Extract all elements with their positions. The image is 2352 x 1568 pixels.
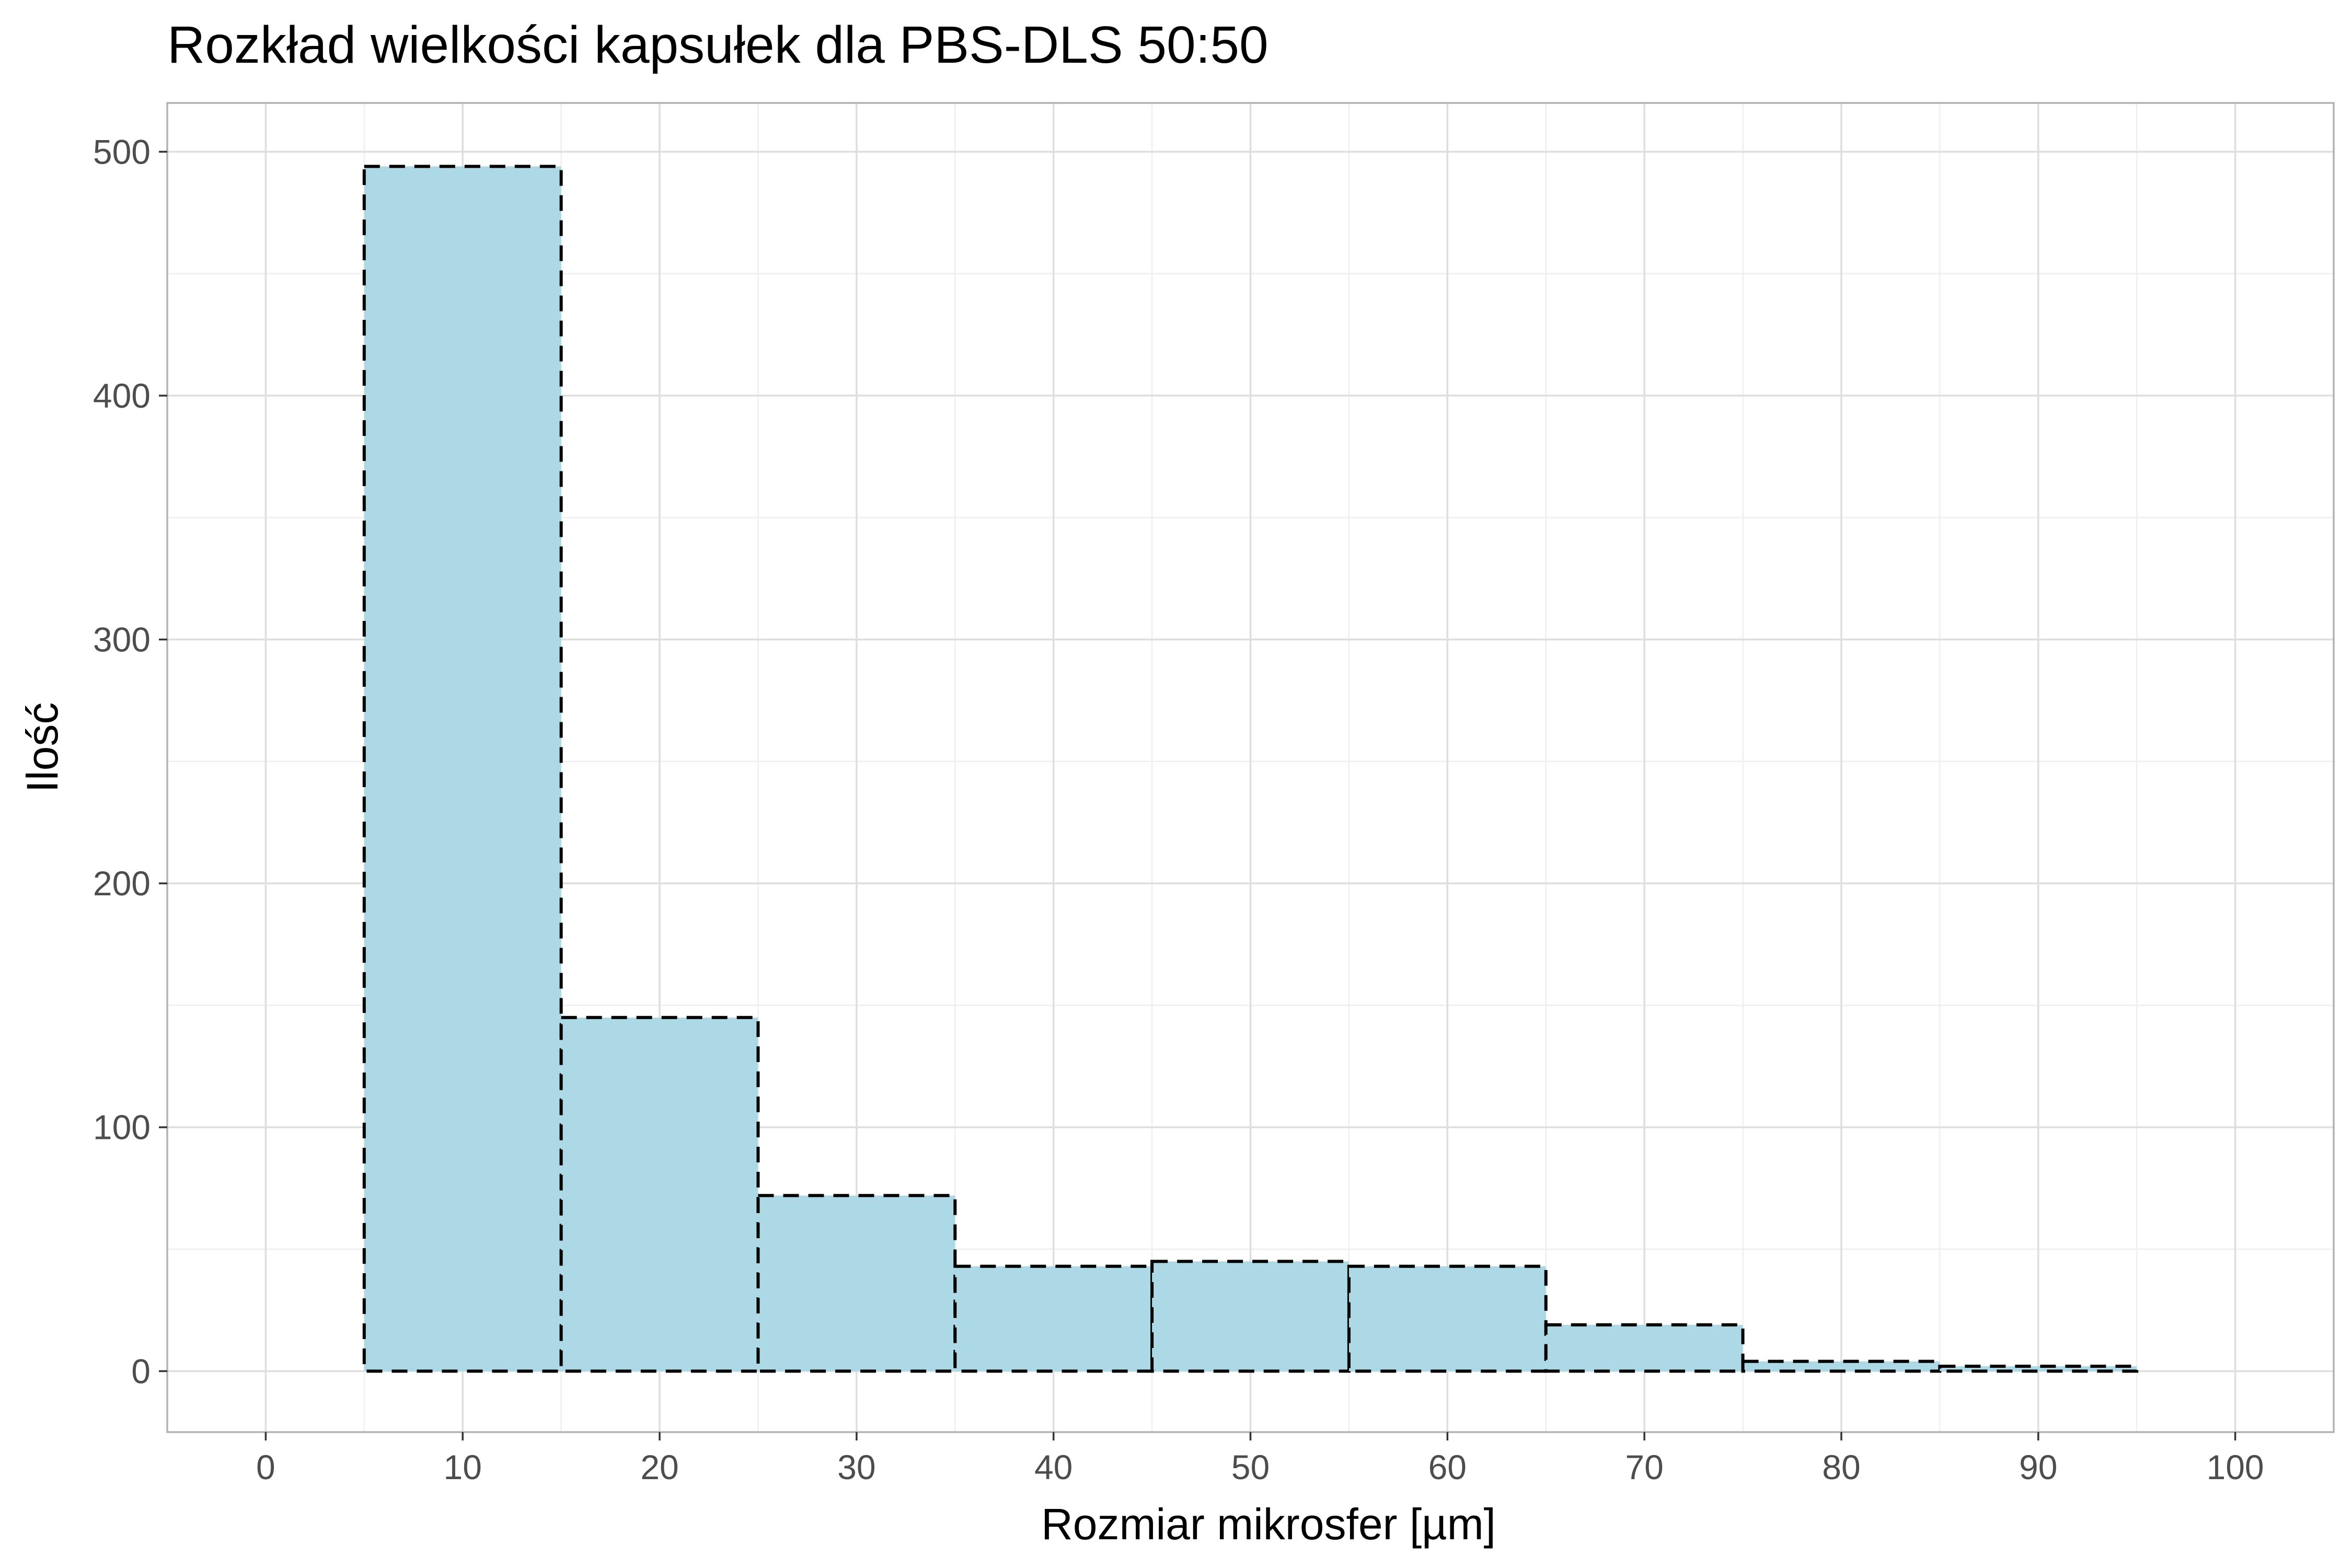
x-tick-label: 70: [1625, 1448, 1663, 1486]
x-tick-label: 60: [1428, 1448, 1467, 1486]
x-axis: 0 10 20 30 40 50 60 70 80 90 100: [256, 1432, 2264, 1486]
y-tick-label: 0: [131, 1352, 151, 1390]
y-tick-label: 100: [93, 1108, 151, 1147]
histogram-bar-1: [362, 165, 563, 1373]
x-tick-label: 80: [1822, 1448, 1860, 1486]
x-tick-label: 10: [444, 1448, 482, 1486]
x-axis-title: Rozmiar mikrosfer [µm]: [1041, 1500, 1496, 1549]
x-tick-label: 0: [256, 1448, 275, 1486]
histogram-bar-4: [953, 1264, 1154, 1373]
x-tick-label: 40: [1034, 1448, 1073, 1486]
x-tick-label: 100: [2207, 1448, 2264, 1486]
histogram-bars: [362, 165, 2139, 1373]
histogram-bar-2: [559, 1016, 760, 1373]
histogram-bar-9: [1938, 1365, 2139, 1373]
y-tick-label: 300: [93, 620, 151, 659]
x-tick-label: 50: [1231, 1448, 1270, 1486]
y-axis: 0 100 200 300 400 500: [93, 132, 167, 1390]
y-tick-label: 200: [93, 864, 151, 903]
y-tick-label: 400: [93, 376, 151, 415]
y-axis-title: Ilość: [18, 702, 67, 793]
histogram-bar-3: [756, 1194, 957, 1373]
x-tick-label: 20: [640, 1448, 678, 1486]
chart-title: Rozkład wielkości kapsułek dla PBS-DLS 5…: [167, 16, 1269, 74]
histogram-bar-5: [1150, 1260, 1351, 1373]
histogram-bar-6: [1347, 1264, 1548, 1373]
x-tick-label: 30: [837, 1448, 875, 1486]
histogram-bar-7: [1544, 1323, 1745, 1373]
y-tick-label: 500: [93, 132, 151, 171]
histogram-bar-8: [1741, 1359, 1942, 1373]
x-tick-label: 90: [2019, 1448, 2057, 1486]
